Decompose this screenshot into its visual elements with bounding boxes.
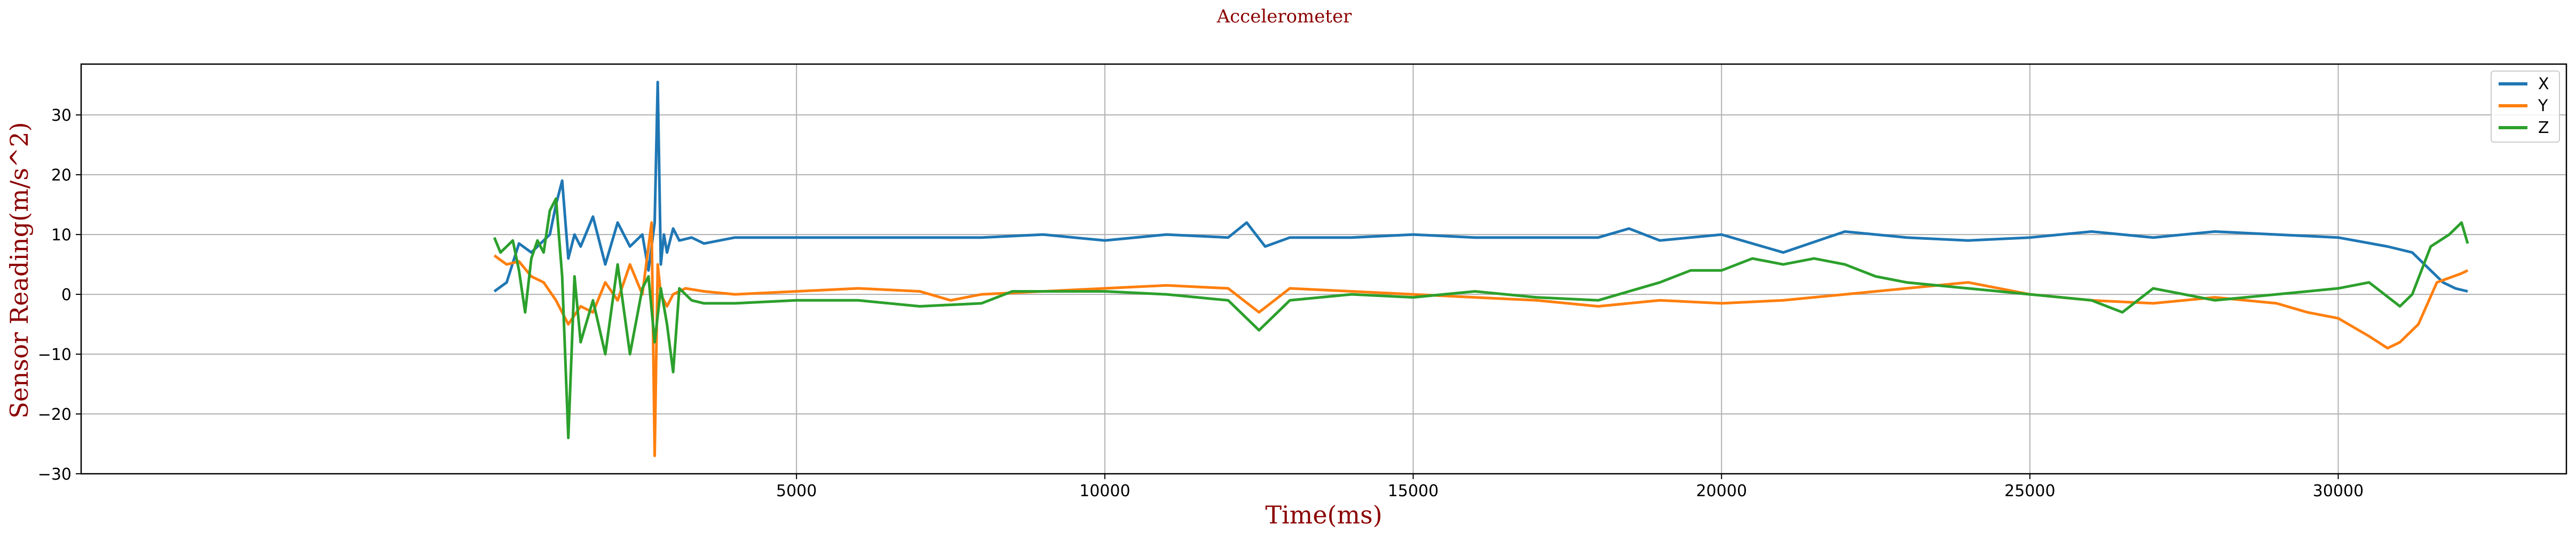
y-tick-label: −20 xyxy=(38,405,72,424)
x-tick-label: 20000 xyxy=(1696,482,1747,500)
legend: XYZ xyxy=(2491,71,2560,143)
x-axis: 5000 10000 15000 20000 25000 30000 xyxy=(776,474,2364,500)
chart-title: Accelerometer xyxy=(1216,6,1353,27)
y-axis-label: Sensor Reading(m/s^2) xyxy=(5,122,34,418)
y-tick-label: 0 xyxy=(61,286,72,304)
legend-label: X xyxy=(2538,75,2549,93)
y-tick-label: 20 xyxy=(51,166,72,185)
y-tick-label: −30 xyxy=(38,465,72,484)
y-tick-label: 10 xyxy=(51,226,72,245)
y-tick-label: 30 xyxy=(51,106,72,125)
x-axis-label: Time(ms) xyxy=(1265,500,1382,529)
plot-area-frame xyxy=(80,63,2567,475)
y-tick-label: −10 xyxy=(38,346,72,364)
legend-label: Z xyxy=(2538,119,2549,137)
series-line-z xyxy=(493,197,2469,440)
x-tick-label: 25000 xyxy=(2004,482,2055,500)
x-tick-label: 5000 xyxy=(776,482,817,500)
series-lines xyxy=(493,81,2469,457)
series-line-x xyxy=(493,81,2468,293)
y-axis: −30 −20 −10 0 10 20 30 xyxy=(38,106,81,484)
x-tick-label: 15000 xyxy=(1388,482,1439,500)
x-tick-label: 30000 xyxy=(2313,482,2364,500)
legend-label: Y xyxy=(2538,97,2548,115)
series-line-y xyxy=(493,221,2469,457)
grid-lines xyxy=(81,64,2566,474)
x-tick-label: 10000 xyxy=(1079,482,1130,500)
